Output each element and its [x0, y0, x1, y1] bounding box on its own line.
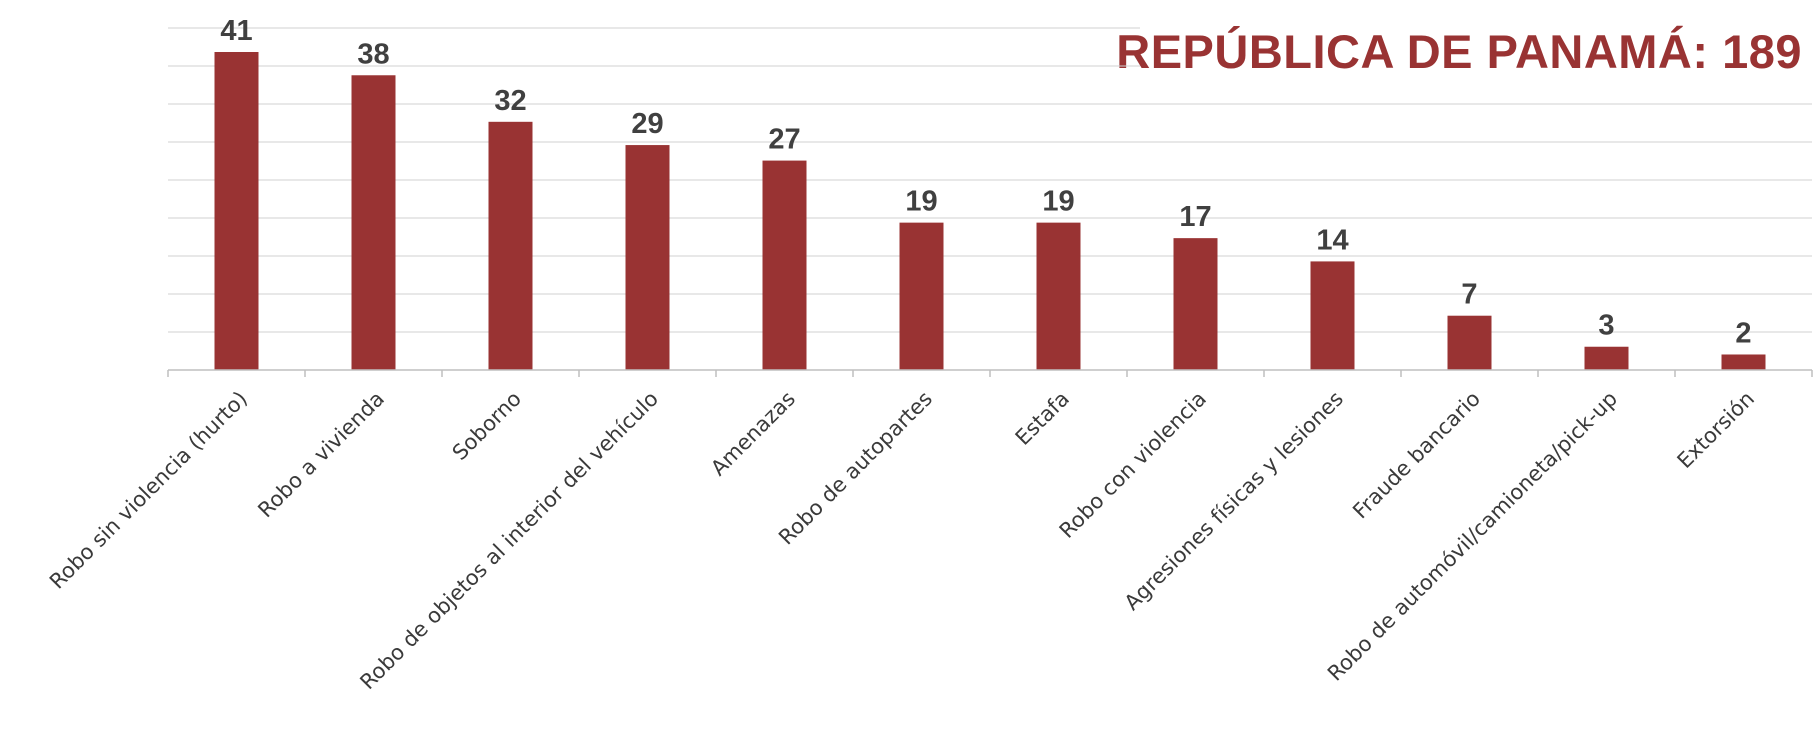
- category-label: Extorsión: [1673, 387, 1760, 474]
- x-axis-ticks: [167, 370, 1813, 377]
- category-label: Robo de autopartes: [774, 387, 937, 550]
- category-label: Agresiones físicas y lesiones: [1120, 387, 1348, 615]
- value-label: 7: [1461, 279, 1477, 311]
- bar: [762, 160, 807, 370]
- value-label: 38: [357, 38, 389, 70]
- value-label: 2: [1735, 317, 1751, 349]
- value-label: 3: [1598, 310, 1614, 342]
- value-label: 32: [494, 85, 526, 117]
- category-label: Robo a vivienda: [253, 387, 389, 523]
- bar: [1584, 346, 1629, 370]
- value-label: 41: [220, 15, 252, 47]
- bar: [1447, 315, 1492, 370]
- bar: [1721, 354, 1766, 370]
- gridlines: [168, 27, 1812, 333]
- bar: [1036, 222, 1081, 370]
- chart-title: REPÚBLICA DE PANAMÁ: 189: [1116, 25, 1802, 78]
- value-label: 14: [1316, 224, 1348, 256]
- category-label: Robo de automóvil/camioneta/pick-up: [1323, 387, 1622, 686]
- value-label: 19: [905, 186, 937, 218]
- category-label: Soborno: [448, 387, 526, 465]
- value-label: 27: [768, 124, 800, 156]
- category-label: Robo de objetos al interior del vehículo: [355, 387, 663, 695]
- category-label: Robo sin violencia (hurto): [45, 387, 252, 594]
- value-label: 17: [1179, 201, 1211, 233]
- category-label: Estafa: [1011, 387, 1074, 450]
- category-label: Fraude bancario: [1348, 387, 1485, 524]
- value-label: 19: [1042, 186, 1074, 218]
- bars: [214, 52, 1766, 371]
- bar: [625, 145, 670, 370]
- category-labels: Robo sin violencia (hurto) Robo a viviend…: [45, 387, 1759, 695]
- value-label: 29: [631, 108, 663, 140]
- bar: [214, 52, 259, 370]
- bar: [899, 222, 944, 370]
- bar: [351, 75, 396, 370]
- bar: [1310, 261, 1355, 370]
- bar: [488, 121, 533, 371]
- category-label: Robo con violencia: [1055, 387, 1211, 543]
- bar: [1173, 238, 1218, 370]
- category-label: Amenazas: [706, 387, 800, 481]
